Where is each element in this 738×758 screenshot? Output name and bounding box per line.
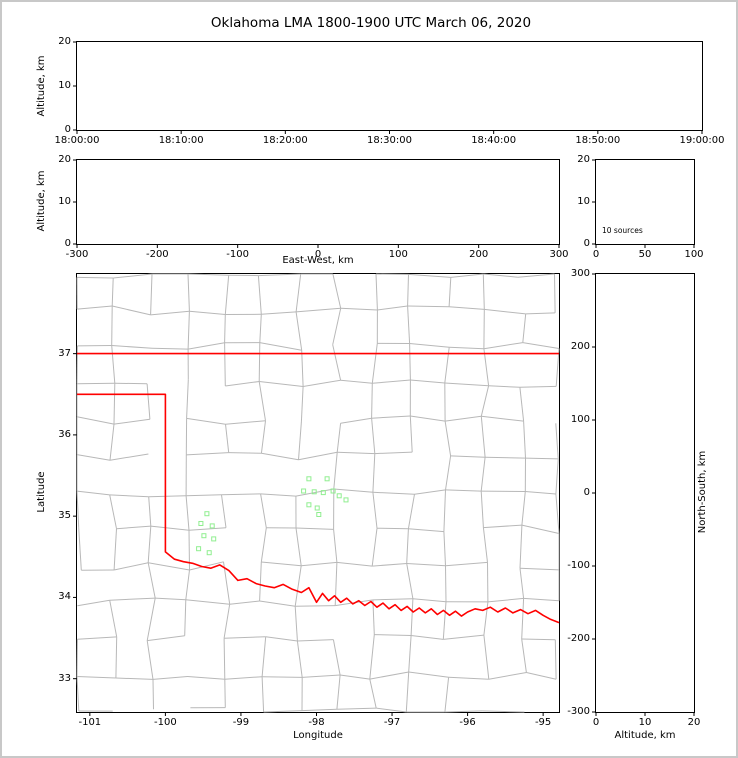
northsouth-altitude-panel <box>592 273 695 716</box>
lma-source-point <box>306 476 312 482</box>
lma-source-point <box>314 505 320 511</box>
y-tick-label: -200 <box>567 633 590 644</box>
county-boundaries <box>76 273 560 713</box>
y-tick-label: 36 <box>58 428 71 440</box>
ns-panel-xlabel: Altitude, km <box>614 730 676 741</box>
x-tick-label: -200 <box>145 249 169 260</box>
x-tick-label: 19:00:00 <box>679 135 725 146</box>
state-boundary <box>77 393 560 624</box>
time-altitude-plot <box>73 41 703 134</box>
plan-view-map-plot <box>73 273 560 716</box>
x-tick-label: -101 <box>78 717 102 728</box>
lma-source-point <box>211 536 217 542</box>
figure-title: Oklahoma LMA 1800-1900 UTC March 06, 202… <box>210 15 532 31</box>
lma-source-point <box>330 488 336 494</box>
x-tick-label: 18:20:00 <box>262 135 308 146</box>
y-tick-label: 0 <box>64 238 71 249</box>
source-histogram-panel <box>592 159 695 248</box>
x-tick-label: 100 <box>388 249 408 260</box>
y-tick-label: -300 <box>567 706 590 717</box>
x-tick-label: 18:10:00 <box>158 135 204 146</box>
y-tick-label: 20 <box>58 154 71 165</box>
ns-panel-ylabel: North-South, km <box>697 450 708 534</box>
x-tick-label: 18:00:00 <box>54 135 100 146</box>
lma-source-point <box>311 489 317 495</box>
x-tick-label: 50 <box>638 249 652 260</box>
lma-source-point <box>209 523 215 529</box>
x-tick-label: 20 <box>687 717 701 728</box>
x-tick-label: 18:40:00 <box>471 135 517 146</box>
y-tick-label: 200 <box>570 341 590 352</box>
lma-source-point <box>301 488 307 494</box>
x-tick-label: 200 <box>469 249 489 260</box>
x-tick-label: -98 <box>308 717 325 728</box>
x-tick-label: 100 <box>684 249 704 260</box>
x-tick-label: 10 <box>638 717 652 728</box>
y-tick-label: 10 <box>58 80 71 91</box>
lma-source-point <box>343 497 349 503</box>
x-tick-label: -99 <box>232 717 250 728</box>
lma-source-point <box>306 502 312 508</box>
x-tick-label: 18:50:00 <box>575 135 621 146</box>
y-tick-label: 10 <box>577 196 590 207</box>
x-tick-label: -300 <box>65 249 89 260</box>
map-ylabel: Latitude <box>36 471 47 513</box>
x-tick-label: -100 <box>226 249 249 260</box>
lma-source-point <box>196 546 202 552</box>
y-tick-label: 20 <box>58 36 71 47</box>
lma-source-point <box>336 493 342 499</box>
eastwest-altitude-plot <box>73 159 560 248</box>
y-tick-label: 10 <box>58 196 71 207</box>
northsouth-altitude-plot <box>592 273 695 716</box>
lma-source-point <box>201 533 207 539</box>
y-tick-label: 20 <box>577 154 590 165</box>
x-tick-label: 0 <box>592 717 600 728</box>
sources-scale-annotation: 10 sources <box>602 226 643 235</box>
lma-source-point <box>316 512 322 517</box>
plan-view-map-panel <box>73 273 560 716</box>
lma-source-point <box>324 476 330 482</box>
time-altitude-panel <box>73 41 703 134</box>
x-tick-label: 300 <box>549 249 569 260</box>
x-tick-label: 0 <box>592 249 600 260</box>
y-tick-label: 37 <box>58 347 71 359</box>
lma-source-point <box>320 490 326 496</box>
eastwest-altitude-panel <box>73 159 560 248</box>
x-tick-label: -100 <box>154 717 177 728</box>
y-tick-label: 0 <box>583 238 590 249</box>
y-tick-label: 100 <box>570 414 590 425</box>
y-tick-label: 33 <box>58 672 71 684</box>
lma-source-point <box>198 521 204 526</box>
x-tick-label: 0 <box>314 249 322 260</box>
y-tick-label: 300 <box>570 268 590 279</box>
y-tick-label: 0 <box>583 487 590 498</box>
y-tick-label: 34 <box>58 591 71 603</box>
source-histogram-plot <box>592 159 695 248</box>
x-tick-label: -95 <box>534 717 552 728</box>
x-tick-label: -97 <box>383 717 401 728</box>
y-tick-label: 35 <box>58 510 71 522</box>
x-tick-label: -96 <box>459 717 476 728</box>
lma-source-point <box>204 511 210 517</box>
y-tick-label: 0 <box>64 124 71 135</box>
map-xlabel: Longitude <box>293 730 343 741</box>
lma-source-point <box>206 550 212 556</box>
ew-panel-xlabel: East-West, km <box>282 255 354 266</box>
y-tick-label: -100 <box>567 560 590 571</box>
x-tick-label: 18:30:00 <box>367 135 412 146</box>
